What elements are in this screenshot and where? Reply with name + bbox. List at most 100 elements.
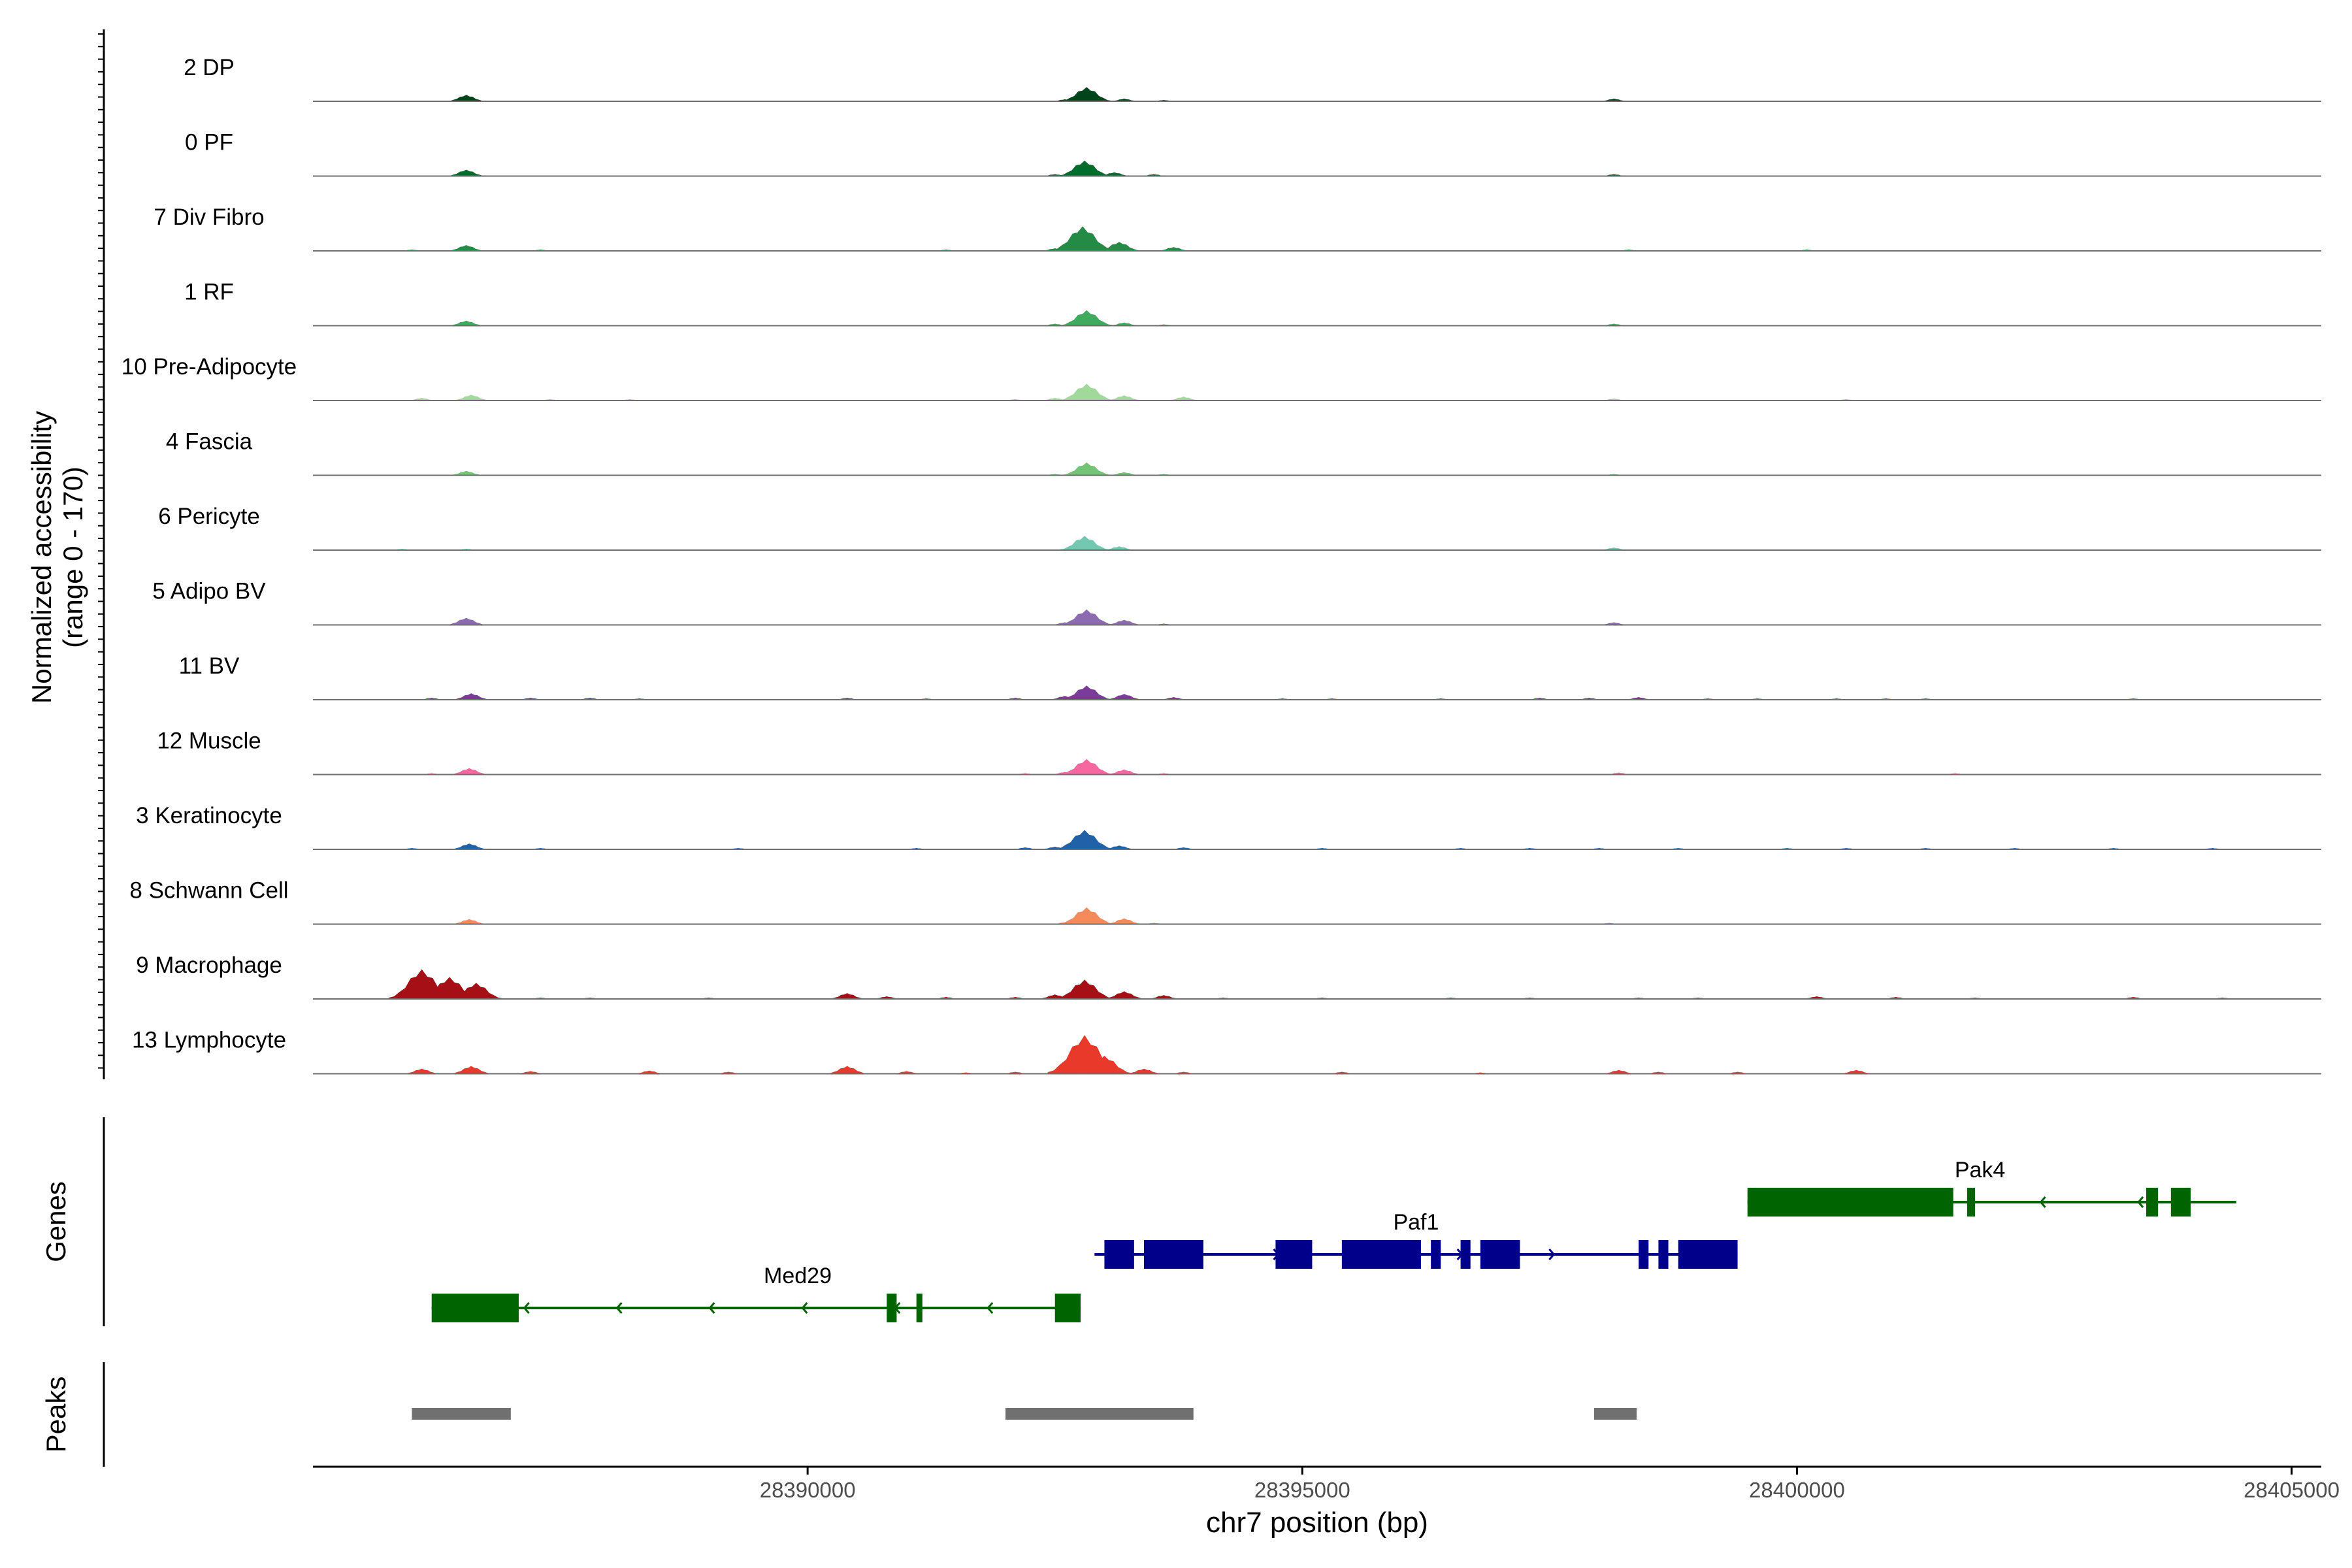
gene-exon <box>916 1294 923 1322</box>
coverage-peak <box>1062 685 1112 700</box>
track-6-pericyte: 6 Pericyte <box>158 504 2321 551</box>
gene-exon <box>2170 1188 2191 1217</box>
x-axis-title: chr7 position (bp) <box>1206 1507 1428 1539</box>
strand-arrow <box>1844 1196 1851 1208</box>
coverage-peak <box>1106 619 1142 625</box>
gene-exon <box>1275 1240 1313 1269</box>
track-9-macrophage: 9 Macrophage <box>136 953 2321 1000</box>
gene-exon <box>1054 1294 1081 1322</box>
strand-arrow <box>523 1302 530 1314</box>
coverage-peak <box>1052 226 1114 251</box>
track-13-lymphocyte: 13 Lymphocyte <box>132 1028 2321 1075</box>
coverage-peak <box>1098 242 1141 251</box>
gene-annotations: Med29 Paf1 Pak4 <box>431 1158 2236 1322</box>
track-label: 0 PF <box>185 130 233 155</box>
gene-exon <box>1747 1188 1953 1217</box>
coverage-peak <box>448 245 485 251</box>
coverage-peak <box>451 1066 492 1074</box>
coverage-peak <box>1103 546 1135 550</box>
gene-exon <box>1480 1240 1520 1269</box>
coverage-peak <box>1840 1070 1872 1074</box>
coverage-peak <box>449 983 502 999</box>
gene-label: Paf1 <box>1393 1210 1439 1235</box>
gene-exon <box>1431 1240 1441 1269</box>
gene-exon <box>1967 1188 1975 1217</box>
gene-exon <box>1658 1240 1669 1269</box>
track-4-fascia: 4 Fascia <box>166 429 2321 476</box>
coverage-peak <box>1106 395 1142 400</box>
track-label: 4 Fascia <box>166 429 253 455</box>
strand-arrow <box>987 1302 994 1314</box>
coverage-peak <box>450 768 489 775</box>
coverage-peak <box>1077 1055 1132 1074</box>
track-label: 1 RF <box>184 280 234 305</box>
track-label: 13 Lymphocyte <box>132 1028 286 1053</box>
track-10-pre-adipocyte: 10 Pre-Adipocyte <box>122 354 2321 401</box>
gene-label: Med29 <box>764 1264 832 1288</box>
coverage-peak <box>1056 979 1113 999</box>
coverage-peak <box>1060 609 1113 625</box>
coverage-peak <box>828 993 866 999</box>
coverage-peak <box>1103 991 1145 999</box>
coverage-peak <box>1147 995 1180 999</box>
peak-region <box>1005 1408 1194 1420</box>
genes-panel-label: Genes <box>41 1181 71 1262</box>
coverage-peak <box>446 617 486 625</box>
coverage-peak <box>1062 87 1112 101</box>
track-1-rf: 1 RF <box>184 280 2321 327</box>
track-3-keratinocyte: 3 Keratinocyte <box>136 803 2321 850</box>
x-tick-label: 28390000 <box>760 1478 856 1502</box>
coverage-peak <box>1058 160 1111 176</box>
track-2-dp: 2 DP <box>184 55 2321 102</box>
coverage-peak <box>826 1066 868 1074</box>
gene-exon <box>887 1294 897 1322</box>
strand-arrow <box>2039 1196 2046 1208</box>
track-label: 3 Keratinocyte <box>136 803 282 828</box>
track-12-muscle: 12 Muscle <box>157 728 2321 776</box>
coverage-peak <box>1106 769 1142 775</box>
coverage-peak <box>1105 694 1143 700</box>
coverage-peak <box>634 1070 665 1074</box>
gene-exon <box>1341 1240 1421 1269</box>
coverage-peak <box>1157 247 1190 251</box>
y-axis-title-line2: (range 0 - 170) <box>57 466 88 648</box>
coverage-peak <box>1109 322 1140 326</box>
track-5-adipo-bv: 5 Adipo BV <box>152 579 2321 626</box>
track-label: 5 Adipo BV <box>152 579 266 604</box>
y-axis-title-line1: Normalized accessibility <box>26 411 57 704</box>
gene-exon <box>1144 1240 1203 1269</box>
track-label: 11 BV <box>179 653 240 679</box>
track-0-pf: 0 PF <box>185 130 2321 177</box>
gene-med29: Med29 <box>431 1264 1081 1322</box>
coverage-peak <box>451 843 488 849</box>
coverage-peak <box>1105 918 1143 924</box>
track-label: 6 Pericyte <box>158 504 260 529</box>
peak-region <box>1594 1408 1637 1420</box>
strand-arrow <box>1364 1249 1372 1260</box>
coverage-peak <box>1060 907 1113 924</box>
strand-arrow <box>1181 1249 1188 1260</box>
y-axis-title: Normalized accessibility (range 0 - 170) <box>26 411 88 704</box>
x-axis-ticks: 28390000 28395000 28400000 28405000 <box>760 1467 2340 1502</box>
coverage-peak <box>452 693 491 700</box>
gene-exon <box>1678 1240 1738 1269</box>
gene-label: Pak4 <box>1955 1158 2006 1183</box>
strand-arrow <box>894 1302 901 1314</box>
strand-arrow <box>801 1302 808 1314</box>
track-label: 10 Pre-Adipocyte <box>122 354 297 380</box>
strand-arrow <box>1548 1249 1556 1260</box>
track-label: 2 DP <box>184 55 235 80</box>
track-label: 9 Macrophage <box>136 953 282 978</box>
x-tick-label: 28405000 <box>2244 1478 2340 1502</box>
coverage-peak <box>1062 462 1111 476</box>
peak-regions <box>412 1408 1637 1420</box>
track-7-div-fibro: 7 Div Fibro <box>154 204 2321 252</box>
coverage-peak <box>448 320 484 326</box>
track-8-schwann-cell: 8 Schwann Cell <box>129 878 2321 925</box>
coverage-peak <box>1098 172 1131 176</box>
coverage-peak <box>1056 830 1113 849</box>
coverage-peak <box>453 395 490 400</box>
coverage-peak <box>1060 310 1113 326</box>
gene-exon <box>2146 1188 2159 1217</box>
